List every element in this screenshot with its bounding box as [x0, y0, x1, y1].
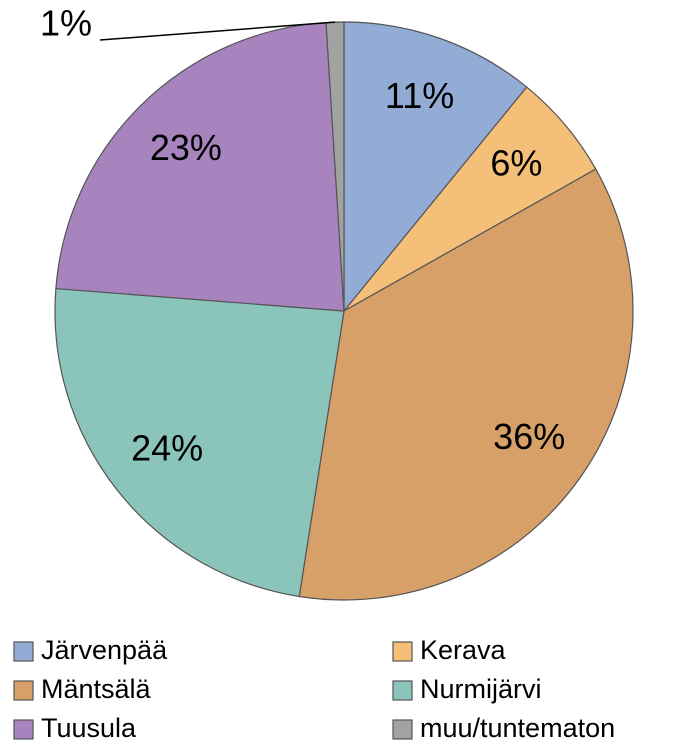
- legend-swatch: [392, 719, 413, 740]
- data-label: 1%: [40, 3, 92, 44]
- data-label: 36%: [493, 416, 565, 457]
- legend-label: muu/tuntematon: [420, 713, 615, 743]
- data-label: 24%: [131, 427, 203, 468]
- legend-label: Järvenpää: [41, 635, 168, 665]
- data-label: 23%: [150, 127, 222, 168]
- data-label: 11%: [385, 75, 454, 116]
- legend-label: Mäntsälä: [41, 674, 152, 704]
- legend-swatch: [392, 680, 413, 701]
- legend-label: Tuusula: [41, 713, 137, 743]
- legend-swatch: [13, 641, 34, 662]
- leader-line: [99, 21, 336, 41]
- pie-slice: [54, 287, 345, 598]
- legend-swatch: [392, 641, 413, 662]
- legend-swatch: [13, 680, 34, 701]
- data-label: 6%: [490, 142, 542, 183]
- pie-slice: [55, 21, 345, 312]
- pie-slice: [298, 168, 634, 601]
- legend-label: Kerava: [420, 635, 507, 665]
- legend-swatch: [13, 719, 34, 740]
- pie-slice: [343, 21, 528, 313]
- legend-label: Nurmijärvi: [420, 674, 542, 704]
